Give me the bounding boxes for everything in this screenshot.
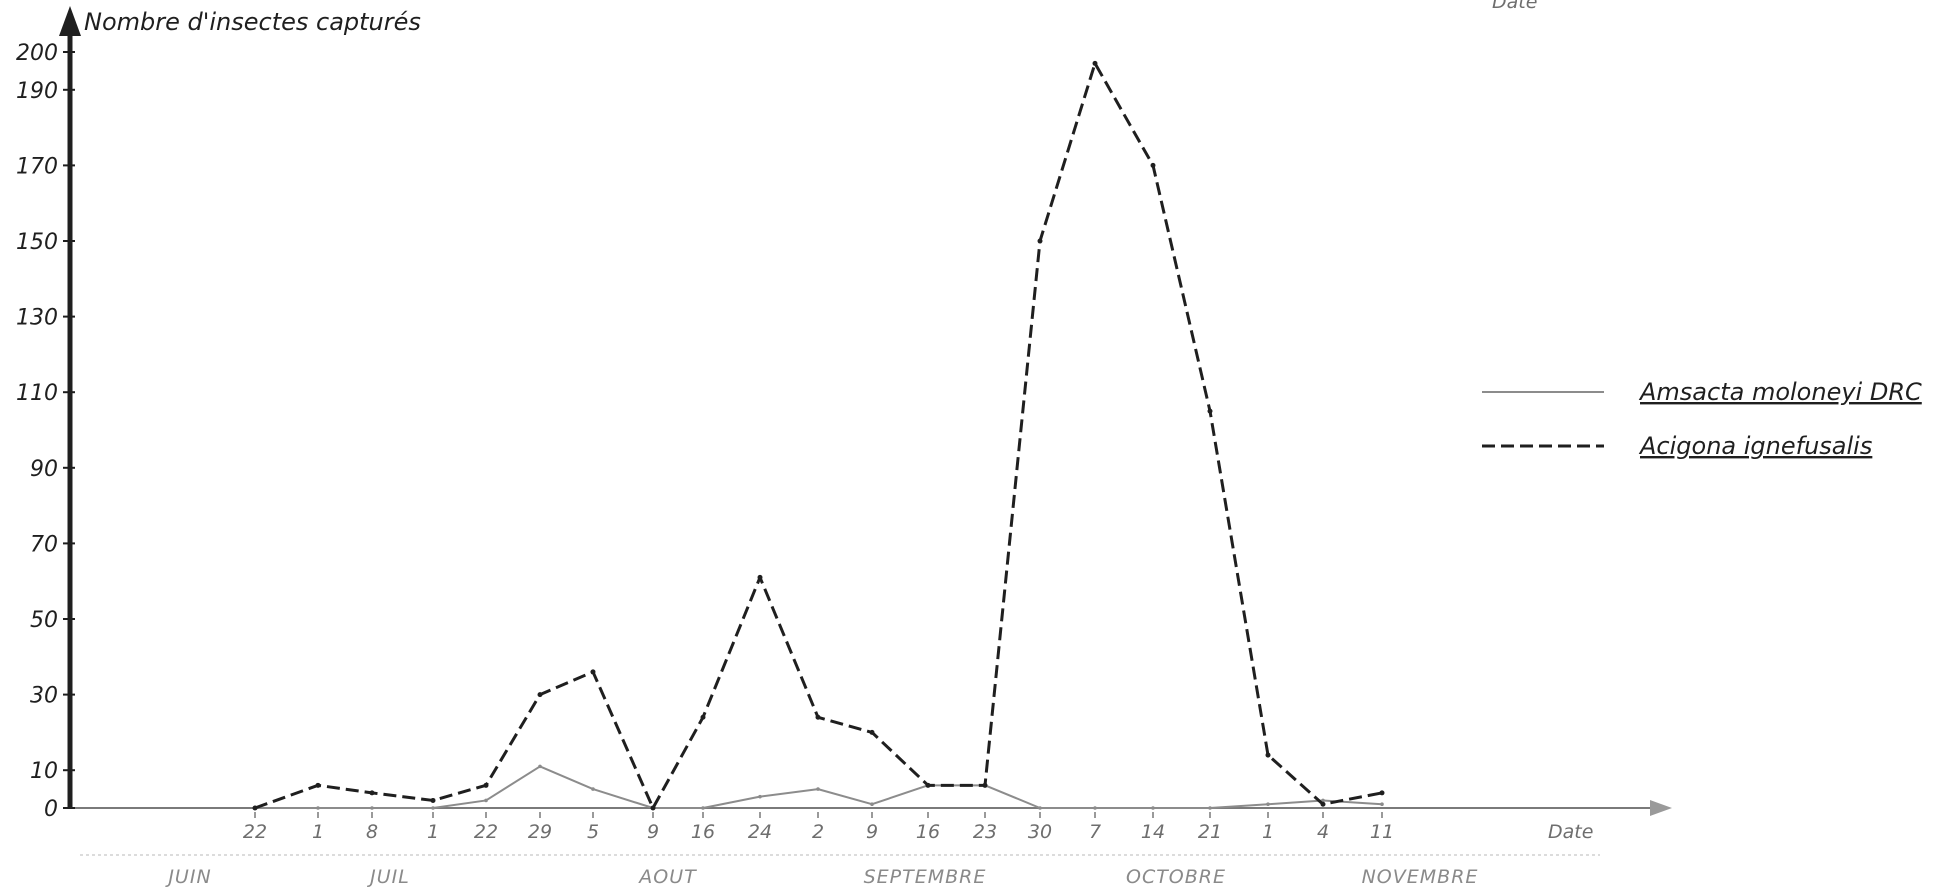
- data-point: [1320, 801, 1326, 807]
- data-point: [758, 794, 762, 799]
- y-tick-label: 30: [30, 684, 58, 709]
- data-point: [701, 806, 705, 810]
- month-label: SEPTEMBRE: [864, 866, 987, 888]
- y-tick-label: 150: [16, 230, 58, 255]
- x-tick-label: 1: [1262, 821, 1274, 843]
- x-tick-label: 5: [587, 821, 599, 843]
- x-tick-label: 24: [748, 821, 772, 843]
- x-tick-label: 30: [1028, 821, 1052, 843]
- x-tick-label: 9: [647, 821, 659, 843]
- data-point: [650, 805, 656, 811]
- data-point: [1265, 752, 1271, 758]
- series-line-2: [254, 61, 1383, 810]
- y-ticks: 0 10 30 50 70 90 110 130 150 170 190 200: [16, 41, 75, 822]
- y-tick-label: 110: [16, 381, 58, 406]
- y-tick-label: 70: [30, 532, 58, 557]
- data-point: [315, 782, 321, 788]
- x-tick-label: 16: [916, 821, 940, 843]
- data-point: [1037, 238, 1043, 244]
- data-point: [483, 782, 489, 788]
- x-tick-label: 16: [691, 821, 715, 843]
- x-tick-label: 22: [243, 821, 267, 843]
- x-tick-label: 9: [866, 821, 878, 843]
- data-point: [1150, 162, 1156, 168]
- data-point: [537, 692, 543, 698]
- data-point: [431, 806, 435, 810]
- x-tick-label: 29: [528, 821, 552, 843]
- data-point: [538, 764, 542, 769]
- data-point: [1266, 802, 1270, 807]
- y-tick-label: 200: [16, 41, 58, 66]
- y-tick-label: 190: [16, 79, 58, 104]
- axes: Nombre d'insectes capturés Date Date: [59, 0, 1672, 856]
- month-label: JUIN: [164, 866, 211, 888]
- legend-label: Amsacta moloneyi DRC: [1638, 378, 1922, 406]
- corner-label: Date: [1492, 0, 1537, 13]
- series-lines: [252, 60, 1385, 811]
- y-tick-label: 50: [30, 608, 58, 633]
- data-point: [816, 787, 820, 791]
- y-tick-label: 90: [30, 457, 58, 482]
- data-point: [815, 714, 821, 720]
- data-point: [869, 729, 875, 735]
- data-point: [369, 790, 375, 796]
- month-label: JUIL: [366, 866, 410, 888]
- y-tick-label: 170: [16, 154, 58, 179]
- x-tick-label: 1: [427, 821, 439, 843]
- month-labels: JUIN JUIL AOUT SEPTEMBRE OCTOBRE NOVEMBRE: [164, 866, 1479, 888]
- data-point: [430, 797, 436, 803]
- y-tick-label: 0: [44, 797, 58, 822]
- data-point: [316, 806, 320, 810]
- x-tick-label: 23: [973, 821, 997, 843]
- y-axis-arrow: [59, 6, 81, 36]
- legend-label: Acigona ignefusalis: [1638, 432, 1872, 460]
- data-point: [591, 787, 595, 791]
- x-ticks: 22 1 8 1 22 29 5 9 16 24 2 9 16 23 30 7 14 21 1 4 11: [243, 812, 1394, 843]
- data-point: [870, 802, 874, 807]
- month-label: AOUT: [637, 866, 697, 888]
- legend: Amsacta moloneyi DRC Acigona ignefusalis: [1482, 378, 1922, 460]
- data-point: [1380, 802, 1384, 807]
- x-tick-label: 2: [812, 821, 824, 843]
- data-point: [252, 805, 258, 811]
- y-axis-title: Nombre d'insectes capturés: [84, 8, 421, 36]
- data-point: [1093, 806, 1097, 810]
- data-point: [1208, 806, 1212, 810]
- month-label: NOVEMBRE: [1362, 866, 1479, 888]
- series-line-1: [255, 765, 1383, 809]
- data-point: [484, 798, 488, 803]
- data-point: [370, 806, 374, 810]
- x-tick-label: 22: [474, 821, 498, 843]
- data-point: [1321, 798, 1325, 803]
- data-point: [1207, 408, 1213, 414]
- y-tick-label: 130: [16, 306, 58, 331]
- data-point: [757, 574, 763, 580]
- data-point: [700, 714, 706, 720]
- x-tick-label: 4: [1317, 821, 1329, 843]
- x-axis-arrow: [1650, 800, 1672, 816]
- x-tick-label: 21: [1198, 821, 1222, 843]
- month-label: OCTOBRE: [1126, 866, 1226, 888]
- data-point: [925, 782, 931, 788]
- x-tick-label: 14: [1141, 821, 1165, 843]
- x-tick-label: 8: [366, 821, 378, 843]
- data-point: [1092, 60, 1098, 66]
- x-tick-label: 1: [312, 821, 324, 843]
- data-point: [982, 782, 988, 788]
- x-axis-title: Date: [1548, 821, 1593, 843]
- data-point: [590, 669, 596, 675]
- x-tick-label: 7: [1089, 821, 1101, 843]
- y-tick-label: 10: [30, 759, 58, 784]
- x-tick-label: 11: [1370, 821, 1394, 843]
- data-point: [1151, 806, 1155, 810]
- data-point: [1038, 806, 1042, 810]
- data-point: [1379, 790, 1385, 796]
